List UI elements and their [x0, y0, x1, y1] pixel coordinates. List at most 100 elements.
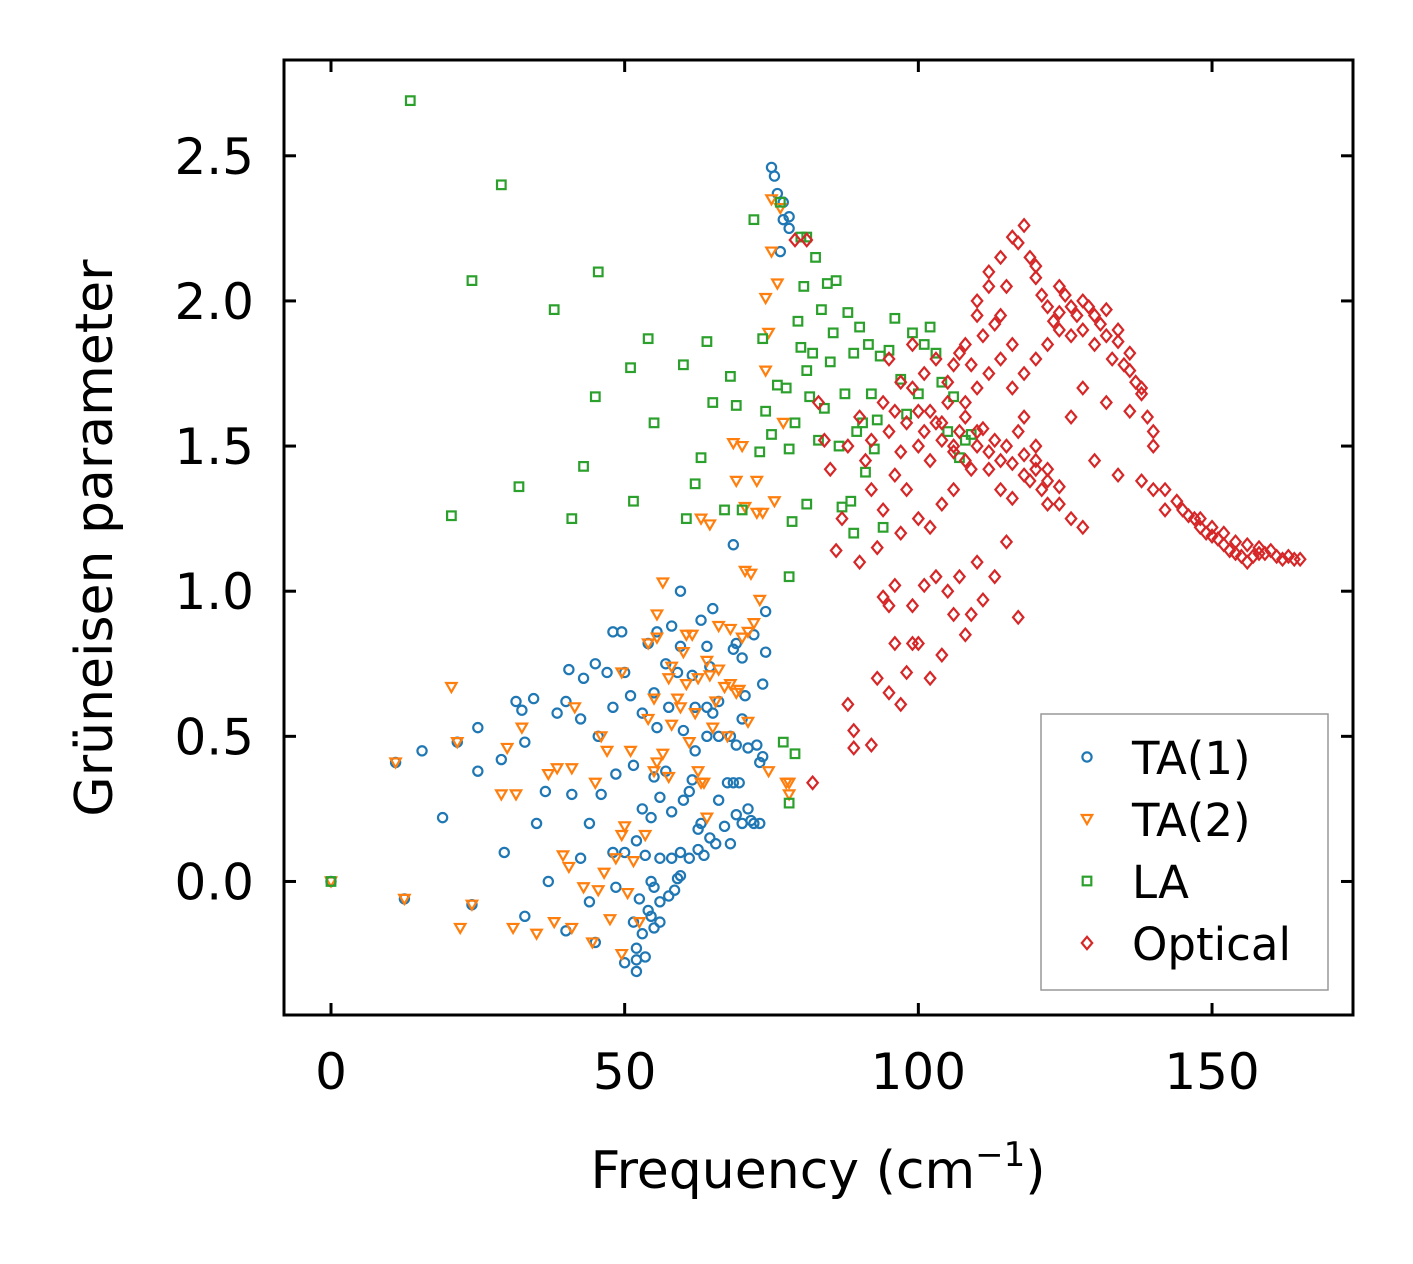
y-axis-ticks: 0.0 0.5 1.0 1.5 2.0 2.5 — [174, 128, 1353, 911]
data-point — [673, 702, 688, 715]
data-point — [970, 380, 984, 396]
data-point — [602, 914, 618, 927]
data-point — [688, 708, 703, 721]
data-point — [970, 438, 984, 454]
data-point — [1070, 307, 1084, 324]
data-point — [736, 504, 748, 516]
data-point — [771, 187, 784, 200]
legend-item: Optical — [1080, 918, 1291, 971]
data-point — [999, 438, 1014, 454]
data-point — [740, 626, 756, 640]
data-point — [453, 922, 468, 936]
data-point — [810, 251, 821, 263]
data-point — [929, 351, 943, 367]
data-point — [813, 434, 824, 446]
data-point — [1087, 452, 1102, 469]
data-point — [923, 452, 937, 469]
legend-label: TA(2) — [1131, 794, 1251, 847]
data-point — [777, 736, 789, 748]
data-point — [695, 817, 707, 830]
data-point — [894, 443, 908, 460]
data-point — [1052, 304, 1066, 321]
data-point — [935, 647, 949, 663]
data-point — [560, 695, 572, 708]
x-axis-label: Frequency (cm−1) — [590, 1135, 1045, 1201]
data-point — [883, 344, 895, 356]
data-point — [935, 414, 949, 431]
data-point — [894, 374, 908, 391]
data-point — [852, 554, 867, 571]
data-point — [1040, 496, 1055, 513]
y-tick-label: 0.5 — [174, 708, 254, 766]
data-point — [823, 461, 837, 478]
data-point — [494, 789, 509, 802]
data-point — [746, 618, 761, 631]
data-point — [911, 438, 925, 454]
data-point — [548, 304, 560, 316]
data-point — [923, 670, 937, 687]
data-point — [1076, 293, 1090, 309]
data-point — [671, 666, 684, 679]
data-point — [636, 803, 648, 815]
data-point — [690, 673, 706, 686]
data-point — [719, 504, 730, 516]
data-point — [519, 736, 531, 748]
data-point — [776, 417, 791, 431]
data-point — [625, 362, 636, 374]
data-point — [664, 719, 679, 732]
data-point — [1123, 345, 1137, 362]
data-point — [882, 684, 896, 701]
data-point — [742, 803, 754, 815]
data-point — [777, 213, 789, 226]
data-point — [739, 689, 751, 702]
data-point — [946, 606, 961, 623]
legend-item: TA(2) — [1079, 794, 1251, 847]
data-point — [1005, 229, 1019, 245]
data-point — [804, 391, 816, 403]
data-point — [1076, 519, 1090, 536]
data-point — [623, 745, 638, 759]
data-point — [1011, 234, 1025, 251]
data-point — [1240, 536, 1254, 553]
data-point — [783, 443, 795, 455]
series-la — [325, 95, 977, 887]
data-point — [510, 695, 522, 708]
data-point — [816, 304, 827, 316]
data-point — [941, 583, 955, 600]
data-point — [693, 513, 709, 526]
data-point — [1158, 502, 1172, 518]
data-point — [721, 777, 734, 789]
data-point — [663, 890, 675, 902]
data-point — [735, 440, 750, 454]
data-point — [555, 850, 571, 863]
data-point — [727, 643, 740, 655]
data-point — [654, 791, 666, 803]
data-point — [597, 867, 612, 880]
data-point — [505, 922, 521, 936]
data-point — [942, 426, 954, 437]
data-point — [723, 623, 738, 637]
data-point — [601, 666, 613, 679]
data-point — [397, 893, 412, 907]
data-point — [472, 721, 484, 734]
data-point — [757, 750, 769, 763]
data-point — [970, 307, 984, 324]
data-point — [1293, 551, 1307, 568]
data-point — [682, 737, 697, 750]
data-point — [668, 884, 681, 896]
data-point — [976, 591, 990, 608]
data-point — [589, 658, 602, 670]
data-point — [649, 632, 665, 645]
data-point — [792, 315, 804, 327]
data-point — [1158, 481, 1172, 498]
data-point — [589, 391, 601, 403]
data-point — [1146, 438, 1160, 454]
data-point — [911, 403, 925, 420]
data-point — [444, 681, 459, 695]
data-point — [1193, 510, 1207, 527]
data-point — [917, 577, 931, 594]
data-point — [760, 405, 772, 417]
data-point — [805, 774, 820, 791]
data-point — [836, 501, 848, 513]
data-point — [888, 577, 902, 594]
